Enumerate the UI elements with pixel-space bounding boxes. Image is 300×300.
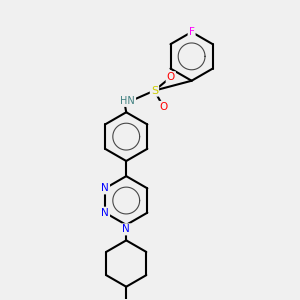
Text: O: O bbox=[159, 102, 167, 112]
Text: F: F bbox=[189, 27, 194, 37]
Text: S: S bbox=[151, 85, 158, 96]
Text: O: O bbox=[167, 72, 175, 82]
Text: N: N bbox=[101, 208, 109, 218]
Text: N: N bbox=[101, 183, 109, 193]
Text: HN: HN bbox=[120, 96, 135, 106]
Text: N: N bbox=[122, 224, 130, 234]
